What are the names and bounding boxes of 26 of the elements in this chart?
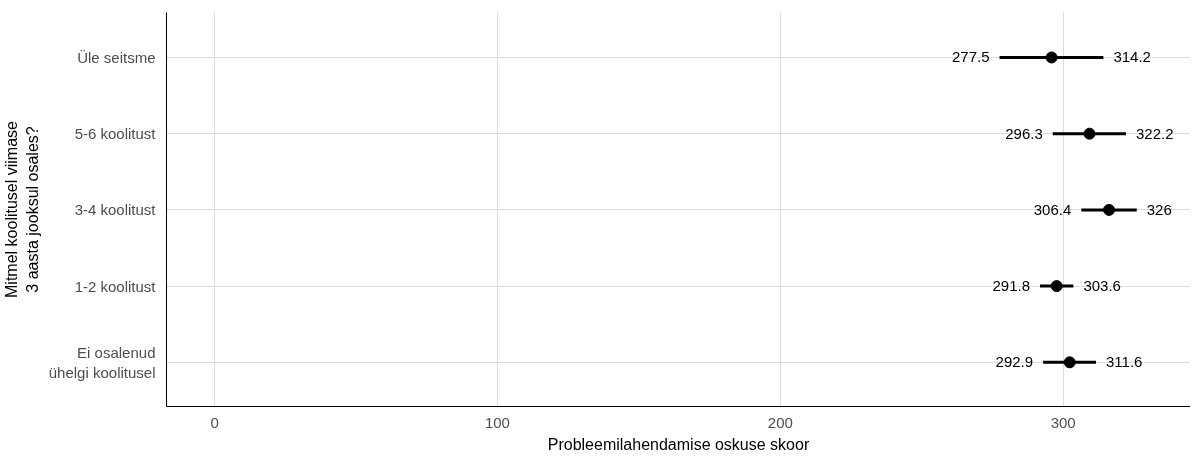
- annotation: 306.4: [1033, 200, 1072, 218]
- y-tick-label: Ei osalenud ühelgi koolitusel: [48, 343, 156, 381]
- x-axis-title: Probleemilahendamise oskuse skoor: [547, 435, 810, 453]
- annotation: 322.2: [1136, 124, 1174, 142]
- y-tick-label: Üle seitsme: [77, 48, 156, 66]
- annotation: 326: [1146, 200, 1172, 218]
- annotation: 277.5: [952, 48, 990, 66]
- x-tick-label: 0: [210, 413, 219, 431]
- y-tick-label: 5-6 koolitust: [74, 125, 157, 143]
- annotation: 296.3: [1005, 124, 1043, 142]
- x-tick-label: 100: [484, 413, 510, 431]
- x-tick-label: 300: [1050, 413, 1076, 431]
- annotation: 292.9: [995, 353, 1034, 371]
- annotation: 314.2: [1113, 48, 1151, 66]
- point: [1045, 51, 1058, 64]
- annotation: 311.6: [1106, 353, 1143, 371]
- y-tick-label: 3-4 koolitust: [74, 201, 157, 219]
- point: [1103, 203, 1116, 216]
- point: [1063, 356, 1076, 369]
- annotation: 291.8: [992, 277, 1031, 295]
- x-tick-label: 200: [767, 413, 793, 431]
- y-axis-title: Mitmel koolitusel viimase 3 aasta jooksul osales?: [3, 120, 41, 298]
- point: [1050, 280, 1063, 293]
- annotation: 303.6: [1083, 277, 1121, 295]
- y-tick-label: 1-2 koolitust: [74, 277, 157, 295]
- point: [1083, 127, 1096, 140]
